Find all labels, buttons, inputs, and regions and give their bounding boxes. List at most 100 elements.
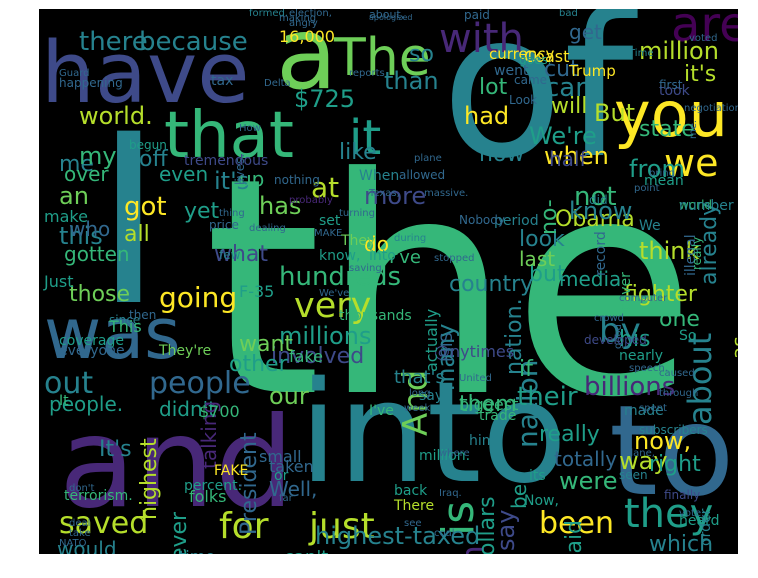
cloud-word: saved xyxy=(59,506,149,541)
cloud-word: biggest xyxy=(459,395,519,414)
cloud-word: massive. xyxy=(424,188,469,199)
cloud-word: or xyxy=(274,468,289,484)
cloud-word: that xyxy=(164,99,294,173)
cloud-word: dealing xyxy=(249,223,286,234)
cloud-word: about, xyxy=(369,9,405,21)
cloud-word: really xyxy=(690,236,704,270)
cloud-word: were xyxy=(559,467,618,495)
cloud-word: turning xyxy=(339,208,375,219)
cloud-word: How xyxy=(239,123,261,134)
cloud-word: all xyxy=(124,222,150,247)
cloud-word: me xyxy=(59,152,94,177)
cloud-word: can't xyxy=(284,549,328,555)
cloud-word: @nytimes xyxy=(434,342,515,361)
cloud-word: country xyxy=(449,272,534,297)
cloud-word: period xyxy=(494,213,539,229)
cloud-word: to xyxy=(609,379,735,524)
cloud-word: voted xyxy=(689,33,718,44)
cloud-word: cut xyxy=(544,57,579,82)
cloud-word: took xyxy=(659,83,690,99)
cloud-word: just xyxy=(309,506,375,547)
cloud-word: I've xyxy=(389,247,421,268)
cloud-word: into xyxy=(369,248,396,264)
cloud-word: We're xyxy=(529,122,597,150)
cloud-word: Trump xyxy=(569,62,616,80)
cloud-word: way xyxy=(619,447,668,475)
cloud-word: angry xyxy=(289,18,318,29)
cloud-word: totally xyxy=(554,447,618,471)
cloud-word: President xyxy=(237,432,262,535)
cloud-word: cover xyxy=(618,272,634,311)
cloud-word: more xyxy=(364,182,427,210)
cloud-word: my xyxy=(79,142,117,170)
cloud-word: negotiation xyxy=(684,103,738,114)
cloud-word: plane xyxy=(414,153,442,164)
cloud-word: had xyxy=(464,102,510,130)
cloud-word: and xyxy=(59,391,295,536)
cloud-word: deal xyxy=(69,518,91,529)
cloud-word: get xyxy=(569,20,602,44)
cloud-word: make xyxy=(44,207,88,226)
cloud-word: very xyxy=(294,286,372,326)
cloud-word: Guard xyxy=(59,68,90,79)
cloud-word: coal xyxy=(434,528,455,539)
cloud-word: Delta xyxy=(264,78,291,89)
cloud-word: it's xyxy=(214,167,250,195)
cloud-word: making xyxy=(279,13,317,24)
cloud-word: highest xyxy=(137,438,162,520)
cloud-word: will xyxy=(551,94,588,119)
cloud-word: media xyxy=(559,267,622,291)
cloud-word: I xyxy=(94,85,164,358)
cloud-word: involved xyxy=(271,344,365,369)
cloud-word: actually xyxy=(422,308,441,372)
cloud-word: have xyxy=(41,24,250,123)
cloud-word: going xyxy=(159,281,238,314)
cloud-word: hundreds xyxy=(279,262,402,292)
cloud-word: other xyxy=(229,352,288,377)
cloud-word: $700 xyxy=(199,402,240,421)
cloud-word: thousands xyxy=(339,308,412,324)
cloud-word: They xyxy=(341,233,376,249)
cloud-word: up xyxy=(239,167,265,191)
cloud-word: me. xyxy=(688,119,699,139)
cloud-word: speech. xyxy=(629,363,668,374)
cloud-word: spent xyxy=(639,403,667,414)
cloud-word: I've xyxy=(369,403,394,419)
cloud-word: first xyxy=(659,78,683,92)
cloud-word: ISIS xyxy=(437,332,456,362)
cloud-word: with xyxy=(439,16,524,62)
cloud-word: would xyxy=(57,537,117,554)
cloud-word: are xyxy=(671,9,738,53)
cloud-word: heard xyxy=(679,513,720,529)
cloud-word: Nobody xyxy=(459,213,505,227)
cloud-word: they xyxy=(624,491,714,537)
cloud-word: The xyxy=(334,28,431,88)
cloud-word: world. xyxy=(79,102,153,130)
cloud-word: It xyxy=(59,393,69,409)
cloud-word: We've xyxy=(319,288,350,299)
cloud-word: percent. xyxy=(184,478,243,494)
cloud-word: his xyxy=(619,327,651,352)
cloud-word: coverage xyxy=(59,333,124,349)
cloud-word: computer xyxy=(619,293,668,304)
cloud-word: tremendous xyxy=(184,153,269,169)
cloud-word: over xyxy=(64,162,109,186)
cloud-word: made xyxy=(624,403,664,419)
cloud-word: point xyxy=(634,183,660,194)
cloud-word: finally xyxy=(664,488,701,502)
cloud-word: NATO xyxy=(59,538,87,549)
cloud-word: begun xyxy=(129,138,167,152)
cloud-word: of xyxy=(441,9,634,203)
cloud-word: you xyxy=(614,78,728,151)
cloud-word: it xyxy=(349,110,382,166)
cloud-word: has xyxy=(259,192,302,220)
cloud-word: mean xyxy=(644,173,684,189)
cloud-word: trade xyxy=(479,408,517,424)
cloud-word: apologized xyxy=(369,13,413,22)
cloud-word: $725 xyxy=(294,85,356,113)
cloud-word: which xyxy=(649,532,714,555)
cloud-word: millions xyxy=(279,322,372,350)
cloud-word: happening xyxy=(59,76,123,90)
cloud-word: Texas, xyxy=(369,188,400,199)
cloud-word: even xyxy=(159,162,209,186)
